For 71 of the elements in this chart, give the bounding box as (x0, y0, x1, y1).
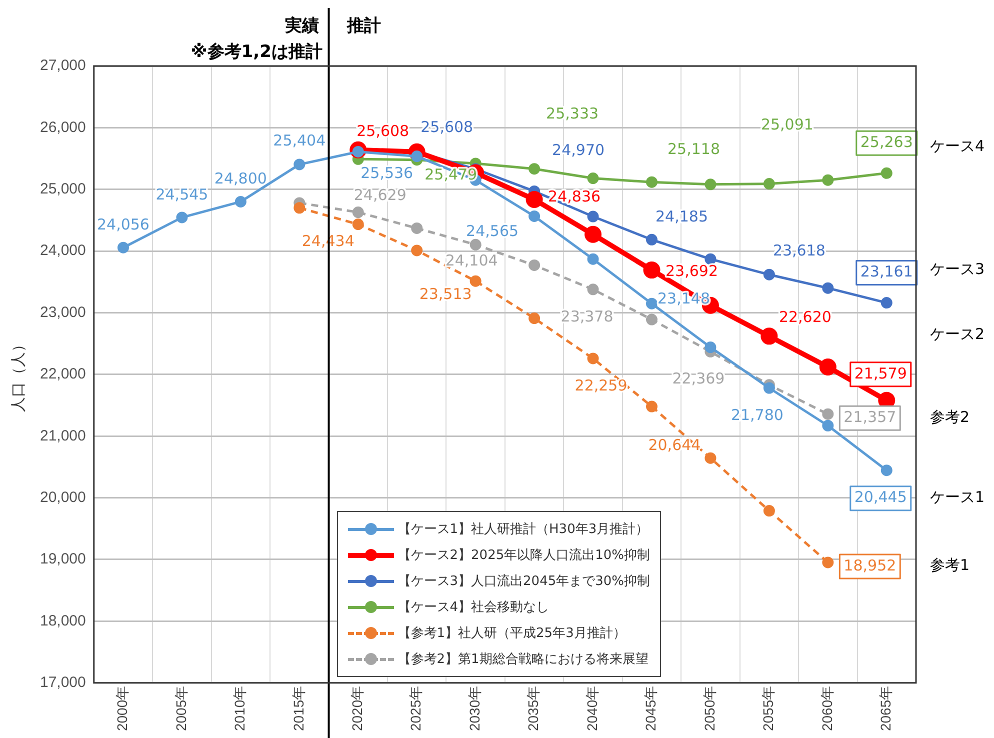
data-label: 21,357 (844, 408, 896, 426)
text: ケース3 (930, 260, 985, 280)
text: 推計 (346, 15, 381, 37)
y-tick-label: 27,000 (40, 57, 86, 74)
data-label: 25,404 (273, 131, 326, 150)
x-tick-label: 2035年 (525, 686, 542, 732)
data-label: 23,161 (860, 262, 913, 281)
data-label: 21,579 (854, 364, 907, 382)
legend-label: 【ケース4】社会移動なし (398, 598, 550, 616)
legend-label: 【ケース2】2025年以降人口流出10%抑制 (398, 546, 650, 564)
data-label: 25,333 (546, 104, 599, 123)
legend-label: 【ケース3】人口流出2045年まで30%抑制 (398, 572, 650, 590)
x-tick-label: 2065年 (878, 686, 894, 732)
text: 参考1 (930, 556, 970, 576)
data-label: 24,970 (552, 141, 605, 160)
data-label: 25,263 (860, 133, 913, 152)
data-label: 22,620 (778, 308, 832, 326)
y-tick-label: 18,000 (40, 612, 86, 630)
x-tick-label: 2020年 (348, 686, 365, 732)
text: ケース1 (930, 488, 985, 508)
legend-label: 【ケース1】社人研推計（H30年3月推計） (398, 520, 649, 538)
y-tick-label: 25,000 (40, 180, 86, 198)
data-label: 24,185 (655, 208, 708, 226)
y-tick-label: 24,000 (40, 242, 86, 260)
data-label: 24,565 (466, 222, 519, 240)
data-label: 20,644 (648, 436, 701, 454)
data-label: 24,800 (214, 170, 267, 188)
text: ※参考1,2は推計 (190, 41, 322, 63)
x-tick-label: 2015年 (290, 686, 306, 732)
data-label: 24,629 (354, 186, 406, 204)
data-label: 24,104 (445, 252, 498, 270)
data-label: 24,545 (156, 185, 208, 204)
x-tick-label: 2005年 (172, 686, 189, 732)
data-label: 18,952 (844, 556, 896, 574)
data-label: 23,513 (419, 284, 472, 303)
text: ケース4 (930, 136, 985, 156)
legend-label: 【参考1】社人研（平成25年3月推計） (398, 624, 626, 642)
legend-label: 【参考2】第1期総合戦略における将来展望 (398, 650, 648, 668)
x-tick-label: 2000年 (114, 686, 130, 732)
x-tick-label: 2040年 (584, 686, 600, 732)
y-tick-label: 17,000 (40, 674, 86, 691)
x-tick-label: 2010年 (232, 686, 248, 732)
x-tick-label: 2030年 (466, 686, 482, 732)
data-label: 23,692 (665, 262, 718, 280)
data-label: 25,608 (356, 122, 410, 140)
data-label: 25,091 (760, 116, 814, 134)
x-tick-label: 2025年 (408, 686, 424, 732)
x-tick-label: 2055年 (760, 686, 776, 732)
data-label: 25,118 (667, 140, 720, 158)
y-tick-label: 21,000 (40, 427, 86, 444)
data-label: 24,836 (548, 187, 601, 206)
y-tick-label: 23,000 (40, 304, 86, 321)
x-tick-label: 2060年 (818, 686, 835, 732)
data-label: 25,536 (360, 164, 414, 182)
x-tick-label: 2045年 (642, 686, 659, 732)
y-axis-title: 人口（人） (10, 336, 28, 412)
text: ケース2 (930, 324, 985, 344)
text: 実績 (284, 15, 319, 37)
data-label: 23,618 (772, 242, 826, 260)
y-tick-label: 19,000 (40, 550, 86, 568)
data-label: 25,608 (420, 118, 474, 136)
data-label: 22,259 (574, 376, 628, 394)
data-label: 21,780 (730, 406, 784, 424)
y-tick-label: 26,000 (40, 118, 86, 136)
text: 参考2 (930, 408, 970, 428)
data-label: 22,369 (672, 370, 725, 388)
y-tick-label: 22,000 (40, 366, 86, 383)
y-tick-label: 20,000 (40, 488, 86, 506)
data-label: 20,445 (854, 488, 907, 506)
x-tick-label: 2050年 (701, 686, 718, 732)
data-label: 24,056 (96, 215, 150, 234)
